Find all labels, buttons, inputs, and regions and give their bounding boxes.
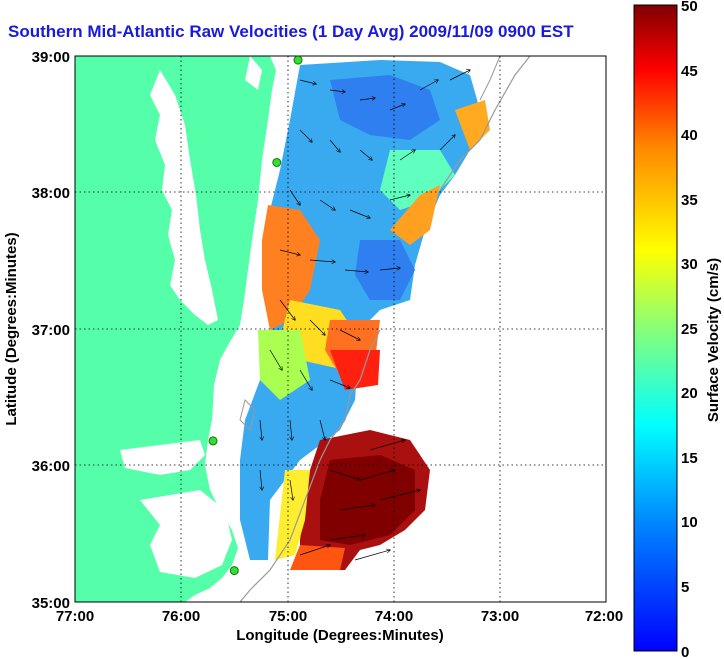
colorbar-tick: 30 [681,256,698,273]
x-tick: 73:00 [481,608,519,625]
station-markers [208,55,303,576]
chart-title: Southern Mid-Atlantic Raw Velocities (1 … [8,22,574,41]
y-tick: 37:00 [32,322,70,339]
x-tick: 75:00 [269,608,307,625]
x-tick: 76:00 [162,608,200,625]
colorbar-tick: 20 [681,385,698,402]
pamlico-sound [140,490,232,578]
y-tick: 38:00 [32,185,70,202]
colorbar-tick: 5 [681,579,689,596]
colorbar-label: Surface Velocity (cm/s) [705,258,722,422]
station-marker [208,436,218,446]
station-marker [293,55,303,65]
station-marker [229,566,239,576]
colorbar-tick: 10 [681,514,698,531]
y-axis-label: Latitude (Degrees:Minutes) [3,232,20,425]
bathymetry-contour [239,56,531,602]
colorbar [633,4,678,652]
y-ticks: 39:00 38:00 37:00 36:00 35:00 [32,49,70,612]
chesapeake-bay [150,70,218,325]
colorbar-tick: 15 [681,450,698,467]
y-tick: 35:00 [32,595,70,612]
bathymetry-contour-2 [239,56,501,431]
colorbar-tick: 35 [681,192,698,209]
station-marker [272,157,282,167]
x-tick: 74:00 [375,608,413,625]
colorbar-tick: 45 [681,63,698,80]
x-ticks: 77:00 76:00 75:00 74:00 73:00 72:00 [56,608,623,625]
colorbar-ticks: 50 45 40 35 30 25 20 15 10 5 0 [681,0,698,659]
albemarle-sound [120,440,205,475]
x-tick: 77:00 [56,608,94,625]
grid [75,56,606,602]
y-tick: 36:00 [32,458,70,475]
x-axis-label: Longitude (Degrees:Minutes) [236,627,444,644]
colorbar-tick: 0 [681,644,689,659]
colorbar-tick: 25 [681,321,698,338]
velocity-arrows [260,70,470,561]
delaware-bay [245,56,262,90]
colorbar-tick: 50 [681,0,698,15]
colorbar-tick: 40 [681,127,698,144]
y-tick: 39:00 [32,49,70,66]
x-tick: 72:00 [585,608,623,625]
